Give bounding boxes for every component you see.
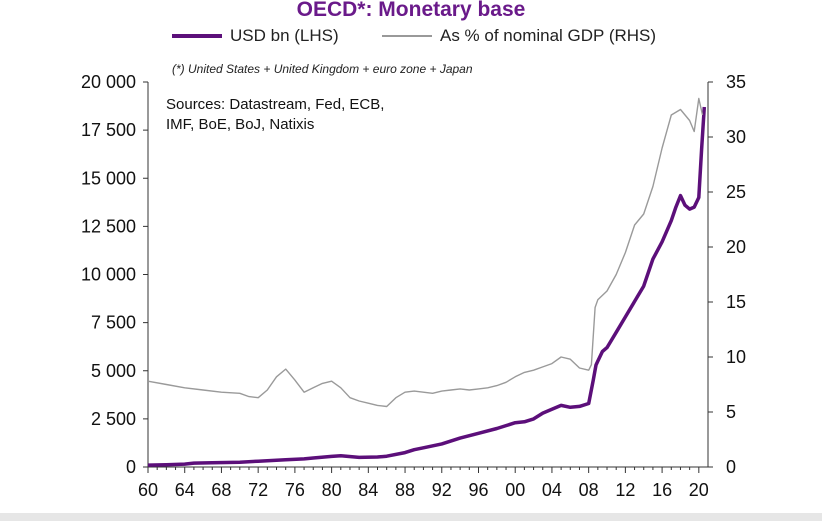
- right-tick-label: 0: [726, 457, 736, 477]
- legend-swatch-lhs: [172, 34, 222, 38]
- legend-item-rhs: As % of nominal GDP (RHS): [382, 26, 656, 46]
- left-tick-label: 7 500: [91, 313, 136, 333]
- legend-item-lhs: USD bn (LHS): [172, 26, 339, 46]
- x-tick-label: 68: [211, 480, 231, 500]
- x-tick-label: 88: [395, 480, 415, 500]
- legend-label-lhs: USD bn (LHS): [230, 26, 339, 45]
- left-tick-label: 0: [126, 457, 136, 477]
- right-tick-label: 30: [726, 127, 746, 147]
- legend-swatch-rhs: [382, 35, 432, 37]
- right-tick-label: 15: [726, 292, 746, 312]
- x-tick-label: 96: [468, 480, 488, 500]
- x-tick-label: 12: [615, 480, 635, 500]
- x-tick-label: 04: [542, 480, 562, 500]
- bottom-divider: [0, 513, 822, 521]
- left-tick-label: 10 000: [81, 265, 136, 285]
- x-tick-label: 16: [652, 480, 672, 500]
- left-tick-label: 20 000: [81, 72, 136, 92]
- x-tick-label: 08: [579, 480, 599, 500]
- left-tick-label: 17 500: [81, 120, 136, 140]
- sources-note: Sources: Datastream, Fed, ECB, IMF, BoE,…: [166, 95, 384, 135]
- sources-line-2: IMF, BoE, BoJ, Natixis: [166, 116, 315, 133]
- x-tick-label: 20: [689, 480, 709, 500]
- right-tick-label: 10: [726, 347, 746, 367]
- x-tick-label: 00: [505, 480, 525, 500]
- x-tick-label: 76: [285, 480, 305, 500]
- x-tick-label: 84: [358, 480, 378, 500]
- legend-label-rhs: As % of nominal GDP (RHS): [440, 26, 657, 45]
- chart-legend: USD bn (LHS) As % of nominal GDP (RHS): [0, 26, 822, 50]
- x-tick-label: 64: [175, 480, 195, 500]
- left-tick-label: 2 500: [91, 409, 136, 429]
- x-tick-label: 60: [138, 480, 158, 500]
- sources-line-1: Sources: Datastream, Fed, ECB,: [166, 96, 385, 113]
- series-line-rhs: [147, 97, 704, 408]
- left-tick-label: 5 000: [91, 361, 136, 381]
- right-tick-label: 5: [726, 402, 736, 422]
- chart-footnote: (*) United States + United Kingdom + eur…: [172, 62, 473, 76]
- series-line-lhs: [147, 106, 707, 467]
- x-tick-label: 72: [248, 480, 268, 500]
- left-tick-label: 15 000: [81, 168, 136, 188]
- right-tick-label: 20: [726, 237, 746, 257]
- right-tick-label: 25: [726, 182, 746, 202]
- right-tick-label: 35: [726, 72, 746, 92]
- chart-title: OECD*: Monetary base: [296, 0, 526, 21]
- x-tick-label: 92: [432, 480, 452, 500]
- left-tick-label: 12 500: [81, 216, 136, 236]
- x-tick-label: 80: [322, 480, 342, 500]
